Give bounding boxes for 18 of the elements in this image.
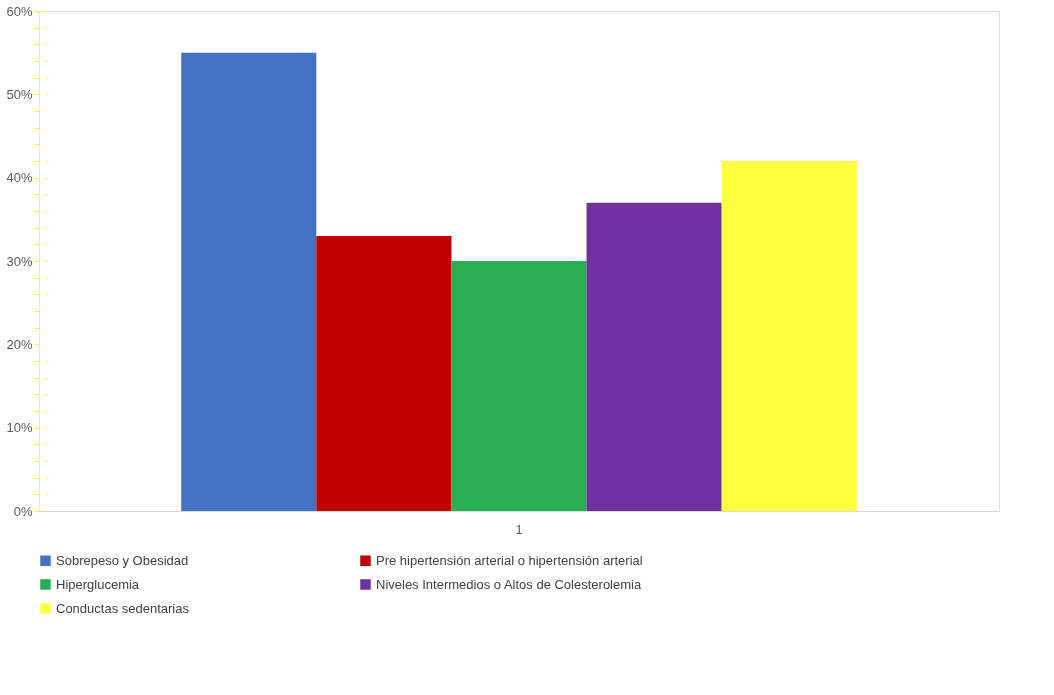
legend-label: Conductas sedentarias [56, 600, 190, 616]
y-tick-label: 50% [6, 86, 33, 102]
legend-label: Sobrepeso y Obesidad [56, 552, 189, 568]
bar [181, 52, 317, 511]
y-tick-label: 40% [6, 170, 33, 186]
x-tick-label: 1 [515, 521, 523, 537]
bar [451, 261, 587, 511]
y-tick-label: 0% [13, 503, 33, 519]
legend-label: Hiperglucemia [56, 576, 140, 592]
legend-label: Pre hipertensión arterial o hipertensión arterial [376, 552, 643, 568]
y-tick-label: 20% [6, 336, 33, 352]
y-tick-label: 60% [6, 3, 33, 19]
bar [316, 236, 452, 511]
legend-label: Niveles Intermedios o Altos de Colesterolemia [376, 576, 642, 592]
y-tick-label: 30% [6, 253, 33, 269]
y-tick-label: 10% [6, 420, 33, 436]
bar [586, 202, 722, 511]
bar [721, 161, 857, 511]
